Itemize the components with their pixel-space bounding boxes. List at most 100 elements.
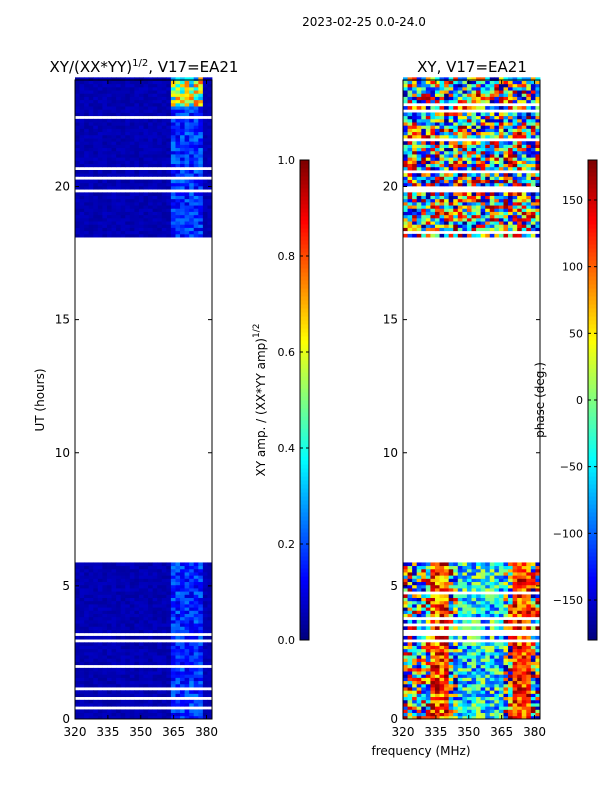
heatmap-cell [79, 83, 85, 88]
heatmap-cell [102, 138, 108, 142]
heatmap-cell [517, 651, 523, 656]
heatmap-cell [170, 144, 176, 149]
heatmap-cell [448, 687, 454, 691]
heatmap-cell [202, 195, 208, 200]
heatmap-cell [498, 594, 504, 598]
heatmap-cell [84, 572, 90, 576]
heatmap-cell [466, 581, 472, 586]
heatmap-cell [439, 572, 445, 576]
heatmap-cell [521, 217, 527, 222]
heatmap-cell [134, 709, 140, 714]
heatmap-cell [453, 664, 459, 669]
heatmap-cell [517, 154, 523, 158]
heatmap-cell [453, 179, 459, 184]
heatmap-cell [175, 626, 181, 630]
heatmap-cell [425, 626, 431, 630]
heatmap-cell [106, 77, 112, 81]
heatmap-cell [111, 565, 117, 570]
heatmap-cell [512, 115, 518, 120]
heatmap-cell [489, 635, 495, 640]
heatmap-cell [97, 141, 103, 145]
heatmap-cell [175, 690, 181, 694]
heatmap-cell [143, 102, 149, 107]
heatmap-cell [439, 651, 445, 656]
heatmap-cell [476, 157, 482, 161]
heatmap-cell [157, 157, 163, 161]
heatmap-cell [193, 83, 199, 88]
heatmap-cell [116, 182, 122, 187]
heatmap-cell [125, 208, 131, 212]
heatmap-cell [102, 198, 108, 203]
heatmap-cell [530, 224, 536, 228]
heatmap-cell [161, 581, 167, 586]
heatmap-cell [157, 99, 163, 104]
heatmap-cell [79, 185, 85, 190]
heatmap-cell [521, 613, 527, 618]
heatmap-cell [471, 715, 477, 720]
heatmap-cell [434, 575, 440, 579]
heatmap-cell [175, 118, 181, 123]
heatmap-cell [421, 150, 427, 155]
heatmap-cell [148, 703, 154, 707]
heatmap-cell [530, 201, 536, 206]
heatmap-cell [535, 578, 541, 583]
heatmap-cell [202, 109, 208, 113]
heatmap-cell [134, 201, 140, 206]
heatmap-cell [207, 655, 213, 659]
heatmap-cell [180, 86, 185, 91]
heatmap-cell [170, 141, 176, 145]
heatmap-cell [84, 562, 90, 567]
heatmap-cell [517, 655, 523, 659]
heatmap-cell [79, 138, 85, 142]
heatmap-cell [84, 192, 90, 196]
heatmap-cell [444, 217, 450, 222]
heatmap-cell [202, 169, 208, 174]
heatmap-cell [170, 134, 176, 139]
heatmap-cell [170, 77, 176, 81]
heatmap-cell [508, 217, 513, 222]
heatmap-cell [111, 635, 117, 640]
heatmap-cell [448, 205, 454, 209]
heatmap-cell [175, 131, 181, 136]
heatmap-cell [503, 176, 509, 180]
heatmap-cell [180, 163, 185, 168]
heatmap-cell [75, 690, 80, 694]
heatmap-cell [180, 106, 185, 110]
heatmap-cell [430, 118, 436, 123]
heatmap-cell [170, 211, 176, 216]
heatmap-cell [462, 208, 468, 212]
heatmap-cell [462, 664, 468, 669]
heatmap-cell [462, 128, 468, 133]
heatmap-cell [494, 655, 500, 659]
heatmap-cell [407, 642, 413, 646]
heatmap-cell [152, 613, 158, 618]
heatmap-cell [462, 699, 468, 704]
heatmap-cell [88, 619, 94, 624]
heatmap-cell [407, 176, 413, 180]
heatmap-cell [97, 677, 103, 682]
heatmap-cell [466, 179, 472, 184]
heatmap-cell [88, 575, 94, 579]
heatmap-cell [462, 166, 468, 171]
heatmap-cell [93, 224, 99, 228]
heatmap-cell [129, 208, 135, 212]
heatmap-cell [189, 112, 195, 117]
heatmap-cell [75, 677, 80, 682]
heatmap-cell [530, 150, 536, 155]
heatmap-cell [193, 683, 199, 688]
heatmap-cell [84, 122, 90, 126]
heatmap-cell [434, 699, 440, 704]
heatmap-cell [166, 86, 172, 91]
heatmap-cell [503, 715, 509, 720]
heatmap-cell [412, 600, 418, 605]
heatmap-cell [416, 664, 422, 669]
heatmap-cell [494, 687, 500, 691]
heatmap-cell [116, 179, 122, 184]
heatmap-cell [189, 597, 195, 602]
heatmap-cell [480, 176, 486, 180]
heatmap-cell [498, 667, 504, 672]
heatmap-cell [466, 594, 472, 598]
heatmap-cell [102, 173, 108, 177]
heatmap-cell [462, 144, 468, 149]
heatmap-cell [503, 651, 509, 656]
